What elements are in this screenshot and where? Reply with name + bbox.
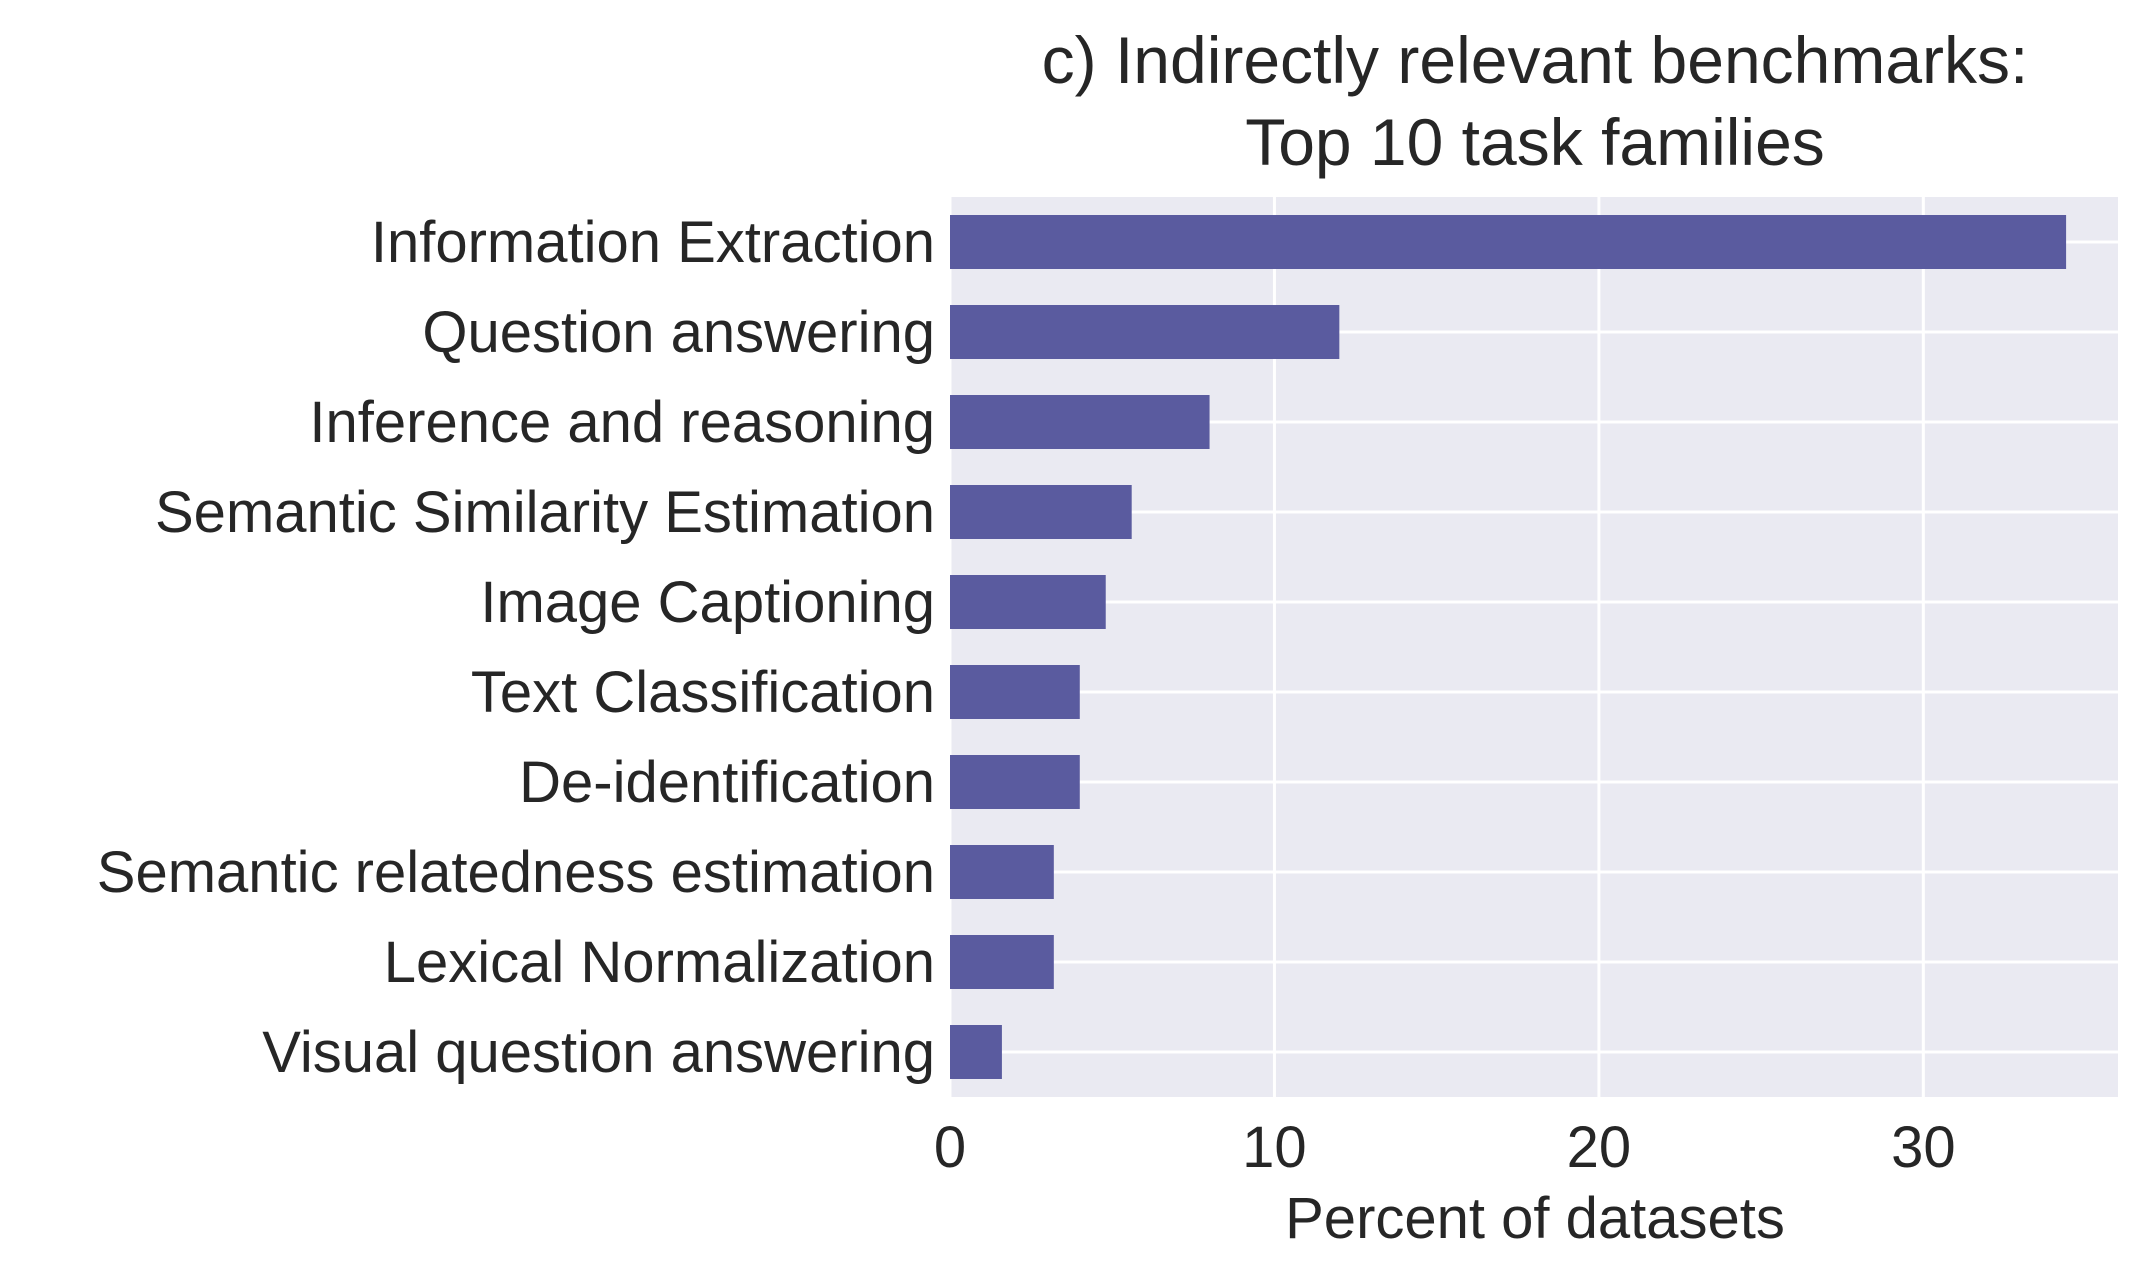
- bar-9: [950, 1025, 1002, 1079]
- bar-5: [950, 665, 1080, 719]
- x-tick-label-2: 20: [1567, 1115, 1632, 1180]
- bar-0: [950, 215, 2067, 269]
- x-axis-label: Percent of datasets: [1285, 1186, 1785, 1251]
- bar-2: [950, 395, 1210, 449]
- category-label-0: Information Extraction: [371, 210, 935, 275]
- category-label-5: Text Classification: [471, 660, 935, 725]
- bar-6: [950, 755, 1080, 809]
- category-label-7: Semantic relatedness estimation: [97, 840, 935, 905]
- bars: [950, 215, 2067, 1079]
- bar-4: [950, 575, 1106, 629]
- bar-8: [950, 935, 1054, 989]
- category-labels: Information Extraction Question answering…: [97, 210, 935, 1085]
- category-label-2: Inference and reasoning: [309, 390, 935, 455]
- category-label-9: Visual question answering: [262, 1020, 935, 1085]
- grid-lines: [948, 197, 2118, 1097]
- x-tick-label-1: 10: [1242, 1115, 1307, 1180]
- category-label-8: Lexical Normalization: [384, 930, 935, 995]
- category-label-3: Semantic Similarity Estimation: [155, 480, 935, 545]
- x-tick-label-3: 30: [1891, 1115, 1956, 1180]
- category-label-4: Image Captioning: [480, 570, 935, 635]
- x-tick-label-0: 0: [934, 1115, 966, 1180]
- bar-1: [950, 305, 1340, 359]
- chart-title-line-2: Top 10 task families: [1245, 105, 1825, 179]
- x-tick-labels: 0 10 20 30: [934, 1115, 1956, 1180]
- category-label-1: Question answering: [422, 300, 935, 365]
- bar-3: [950, 485, 1132, 539]
- category-label-6: De-identification: [519, 750, 935, 815]
- bar-7: [950, 845, 1054, 899]
- chart-title-line-1: c) Indirectly relevant benchmarks:: [1042, 23, 2029, 97]
